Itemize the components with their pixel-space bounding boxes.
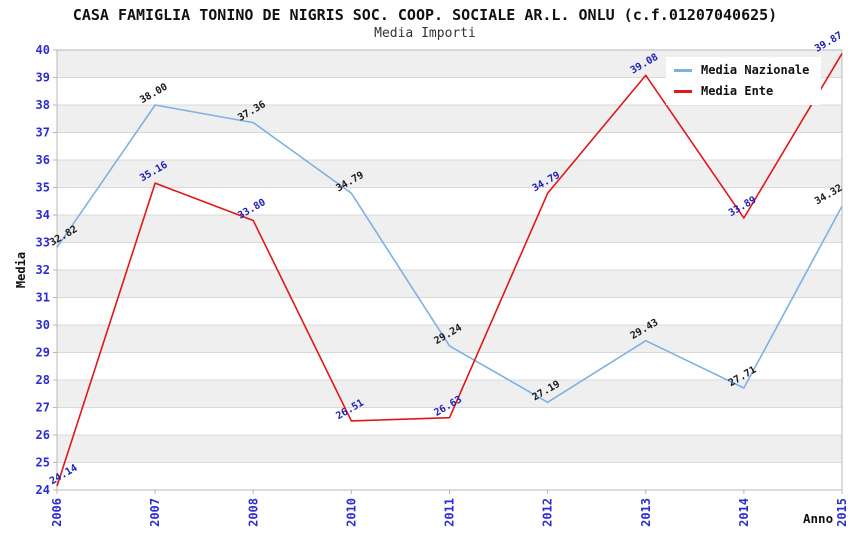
y-tick-label: 38 (36, 98, 50, 112)
y-tick-label: 26 (36, 428, 50, 442)
y-tick-label: 25 (36, 456, 50, 470)
y-tick-label: 31 (36, 291, 50, 305)
x-tick-label: 2007 (148, 498, 162, 527)
legend-swatch-ente-icon (674, 89, 692, 93)
y-tick-label: 35 (36, 181, 50, 195)
series-line-1 (56, 53, 843, 487)
band (57, 325, 842, 353)
x-tick-label: 2014 (737, 498, 751, 527)
x-tick-label: 2010 (344, 498, 358, 527)
x-tick-label: 2006 (50, 498, 64, 527)
legend-label-nazionale: Media Nazionale (701, 63, 810, 77)
y-tick-label: 34 (36, 208, 50, 222)
y-tick-label: 33 (36, 236, 50, 250)
x-tick-label: 2013 (639, 498, 653, 527)
chart-subtitle: Media Importi (374, 26, 476, 41)
gridlines (57, 77, 842, 463)
x-axis-ticks: 2006 2007 2008 2010 2011 2012 2013 2014 2015 (50, 490, 849, 527)
x-tick-label: 2008 (246, 498, 260, 527)
y-tick-label: 32 (36, 263, 50, 277)
legend-item-ente: Media Ente (674, 84, 809, 98)
plot-bands (57, 50, 842, 463)
legend: Media Nazionale Media Ente (666, 57, 822, 105)
band (57, 380, 842, 408)
band (57, 270, 842, 298)
legend-item-nazionale: Media Nazionale (674, 63, 809, 77)
y-tick-label: 37 (36, 126, 50, 140)
band (57, 215, 842, 243)
y-tick-label: 24 (36, 483, 50, 497)
band (57, 105, 842, 133)
value-label: 38.00 (138, 82, 170, 107)
x-tick-label: 2011 (443, 498, 457, 527)
legend-swatch-nazionale-icon (674, 68, 692, 72)
y-axis-ticks: 24 25 26 27 28 29 30 31 32 33 34 35 36 37 38 39 40 (36, 43, 57, 497)
y-tick-label: 40 (36, 43, 50, 57)
x-tick-label: 2012 (541, 498, 555, 527)
y-tick-label: 28 (36, 373, 50, 387)
band (57, 435, 842, 463)
series-line-0 (56, 104, 843, 404)
x-tick-label: 2015 (835, 498, 849, 527)
y-tick-label: 36 (36, 153, 50, 167)
y-tick-label: 30 (36, 318, 50, 332)
y-axis-title: Media (14, 251, 28, 289)
y-tick-label: 29 (36, 346, 50, 360)
band (57, 160, 842, 188)
y-tick-label: 39 (36, 71, 50, 85)
legend-label-ente: Media Ente (701, 84, 774, 98)
y-tick-label: 27 (36, 401, 50, 415)
x-axis-title: Anno (803, 511, 834, 526)
chart-title: CASA FAMIGLIA TONINO DE NIGRIS SOC. COOP… (72, 6, 778, 24)
